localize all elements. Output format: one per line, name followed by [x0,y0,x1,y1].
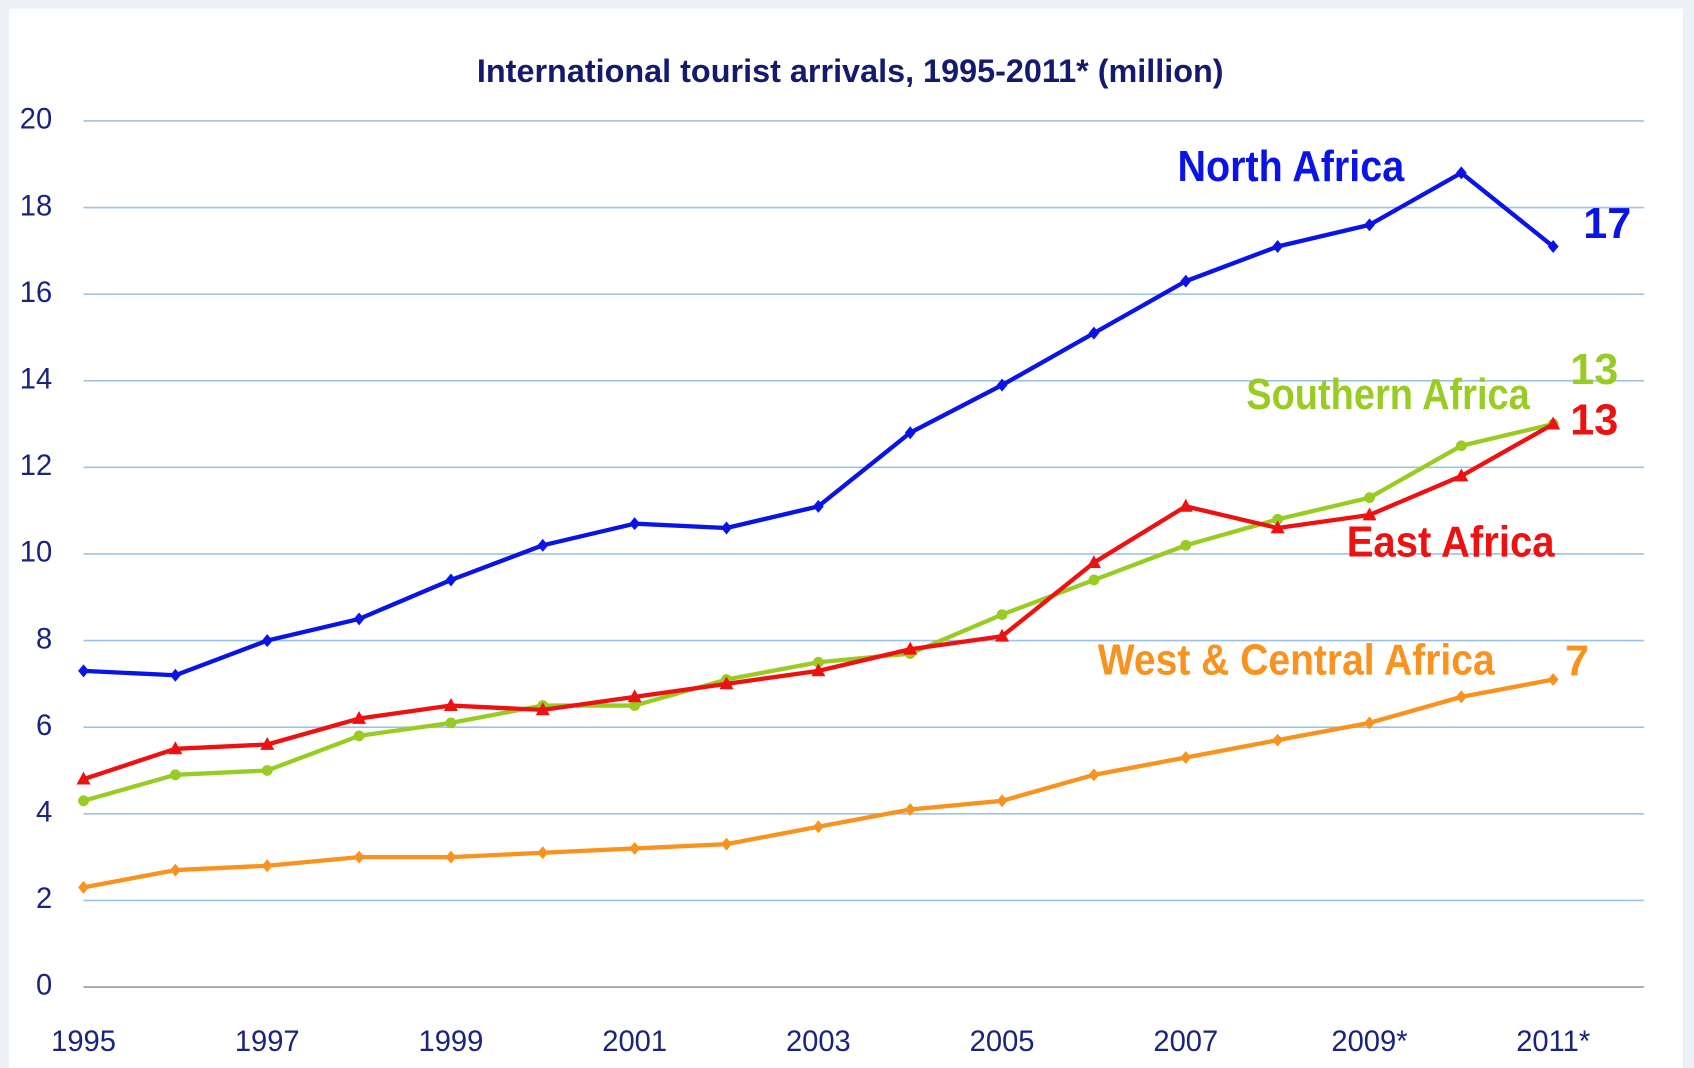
y-tick-label: 12 [20,450,52,482]
y-tick-label: 10 [20,537,52,569]
point [1547,673,1559,687]
point [1272,513,1284,525]
y-tick-label: 14 [20,363,52,395]
y-tick-label: 6 [36,710,52,742]
point [719,676,734,690]
point [1364,218,1375,232]
series-label: East Africa [1347,519,1556,567]
value-label: 7 [1565,638,1589,686]
point [1270,520,1285,534]
series-label: Southern Africa [1246,371,1530,419]
point [76,771,91,785]
point [169,668,181,682]
point [168,741,183,755]
point [78,795,89,807]
point [1272,240,1284,254]
y-tick-label: 18 [20,190,52,222]
x-tick-label: 2007 [1153,1026,1218,1058]
point [903,641,918,655]
x-tick-label: 2005 [970,1026,1035,1058]
point [1180,539,1192,551]
y-tick-label: 4 [36,796,52,828]
point [535,702,550,716]
value-label: 17 [1583,200,1631,248]
x-tick-label: 1999 [419,1026,484,1058]
point [169,769,181,781]
point [1088,574,1100,586]
point [1547,240,1559,254]
point [1178,498,1193,512]
point [996,794,1008,808]
point [629,841,641,855]
point [261,765,273,776]
point [1455,166,1467,180]
point [352,710,367,724]
x-tick-label: 1997 [235,1026,300,1058]
point [78,664,89,678]
point [1455,440,1467,452]
point [812,656,824,668]
point [1362,507,1377,521]
point [629,700,641,711]
point [353,850,365,864]
y-tick-label: 0 [36,970,52,1002]
point [812,820,824,834]
point [260,736,275,750]
value-label: 13 [1570,346,1618,394]
series-label: North Africa [1177,143,1405,191]
point [443,697,458,711]
x-tick-label: 1995 [51,1026,116,1058]
point [721,837,732,851]
point [811,663,826,677]
point [1455,690,1467,704]
y-tick-label: 2 [36,883,52,915]
point [1364,492,1375,504]
x-tick-label: 2001 [602,1026,667,1058]
point [1088,326,1100,340]
plot-panel [9,8,1683,1068]
point [995,628,1010,642]
x-tick-label: 2011* [1516,1026,1590,1058]
x-tick-label: 2009* [1331,1026,1407,1058]
point [353,730,365,742]
point [445,573,457,587]
point [904,802,916,816]
point [1088,768,1100,782]
series-label: West & Central Africa [1098,636,1496,684]
point [1454,468,1469,482]
point [537,846,549,860]
point [996,609,1008,621]
point [627,689,642,703]
point [445,850,457,864]
value-label: 13 [1570,397,1618,445]
point [537,538,549,552]
y-tick-label: 8 [36,623,52,655]
point [1546,416,1561,430]
point [445,717,457,729]
point [169,863,181,877]
y-tick-label: 20 [20,104,52,136]
chart-title: International tourist arrivals, 1995-201… [477,53,1224,89]
point [996,378,1008,392]
y-tick-label: 16 [20,277,52,309]
point [1086,555,1101,569]
x-tick-label: 2003 [786,1026,851,1058]
